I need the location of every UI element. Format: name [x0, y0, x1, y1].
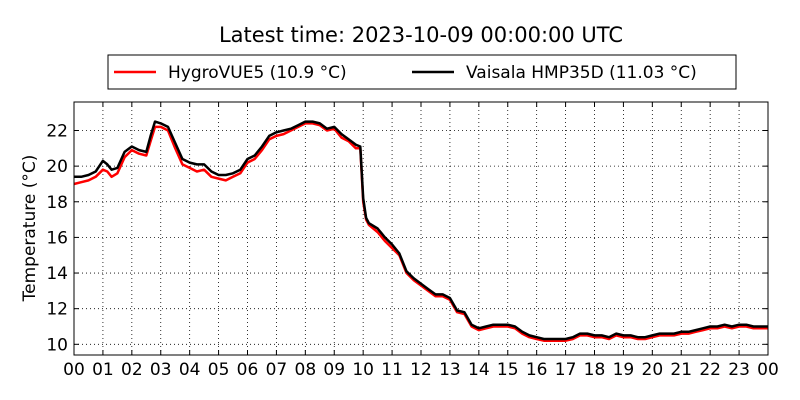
x-tick-label: 08 — [295, 360, 317, 380]
x-tick-label: 11 — [381, 360, 403, 380]
x-tick-label: 04 — [179, 360, 201, 380]
chart-title: Latest time: 2023-10-09 00:00:00 UTC — [219, 23, 623, 47]
x-tick-label: 19 — [613, 360, 635, 380]
y-tick-label: 14 — [46, 264, 68, 284]
y-tick-label: 18 — [46, 193, 68, 213]
x-tick-label: 03 — [150, 360, 172, 380]
x-tick-label: 01 — [92, 360, 114, 380]
axes: 00 01 02 03 04 05 06 07 08 09 10 11 12 13 14 15 16 17 18 19… — [46, 101, 779, 380]
legend-label: Vaisala HMP35D (11.03 °C) — [466, 63, 697, 83]
y-tick-label: 16 — [46, 228, 68, 248]
y-axis-label: Temperature (°C) — [20, 155, 40, 303]
x-tick-label: 06 — [237, 360, 259, 380]
x-tick-label: 22 — [699, 360, 721, 380]
x-tick-label: 10 — [352, 360, 374, 380]
x-tick-label: 02 — [121, 360, 143, 380]
x-tick-label: 18 — [584, 360, 606, 380]
x-tick-label: 17 — [555, 360, 577, 380]
x-tick-label: 09 — [323, 360, 345, 380]
y-tick-label: 10 — [46, 335, 68, 355]
x-tick-label: 21 — [670, 360, 692, 380]
x-tick-label: 14 — [468, 360, 490, 380]
grid-lines — [74, 102, 768, 355]
x-tick-label: 07 — [266, 360, 288, 380]
y-tick-label: 20 — [46, 157, 68, 177]
x-tick-label: 16 — [526, 360, 548, 380]
legend: HygroVUE5 (10.9 °C) Vaisala HMP35D (11.03… — [107, 54, 737, 90]
legend-label: HygroVUE5 (10.9 °C) — [168, 63, 347, 83]
x-tick-label: 20 — [642, 360, 664, 380]
x-tick-label: 00 — [63, 360, 85, 380]
series-line-vaisala-hmp35d — [74, 120, 768, 341]
x-tick-label: 13 — [439, 360, 461, 380]
x-tick-label: 12 — [410, 360, 432, 380]
x-tick-label: 15 — [497, 360, 519, 380]
y-tick-label: 22 — [46, 122, 68, 142]
x-tick-label: 00 — [757, 360, 779, 380]
x-tick-label: 23 — [728, 360, 750, 380]
y-tick-label: 12 — [46, 300, 68, 320]
x-tick-label: 05 — [208, 360, 230, 380]
series-line-hygrovue5 — [73, 122, 768, 342]
plot-frame — [73, 101, 769, 356]
series-layer — [73, 120, 768, 342]
